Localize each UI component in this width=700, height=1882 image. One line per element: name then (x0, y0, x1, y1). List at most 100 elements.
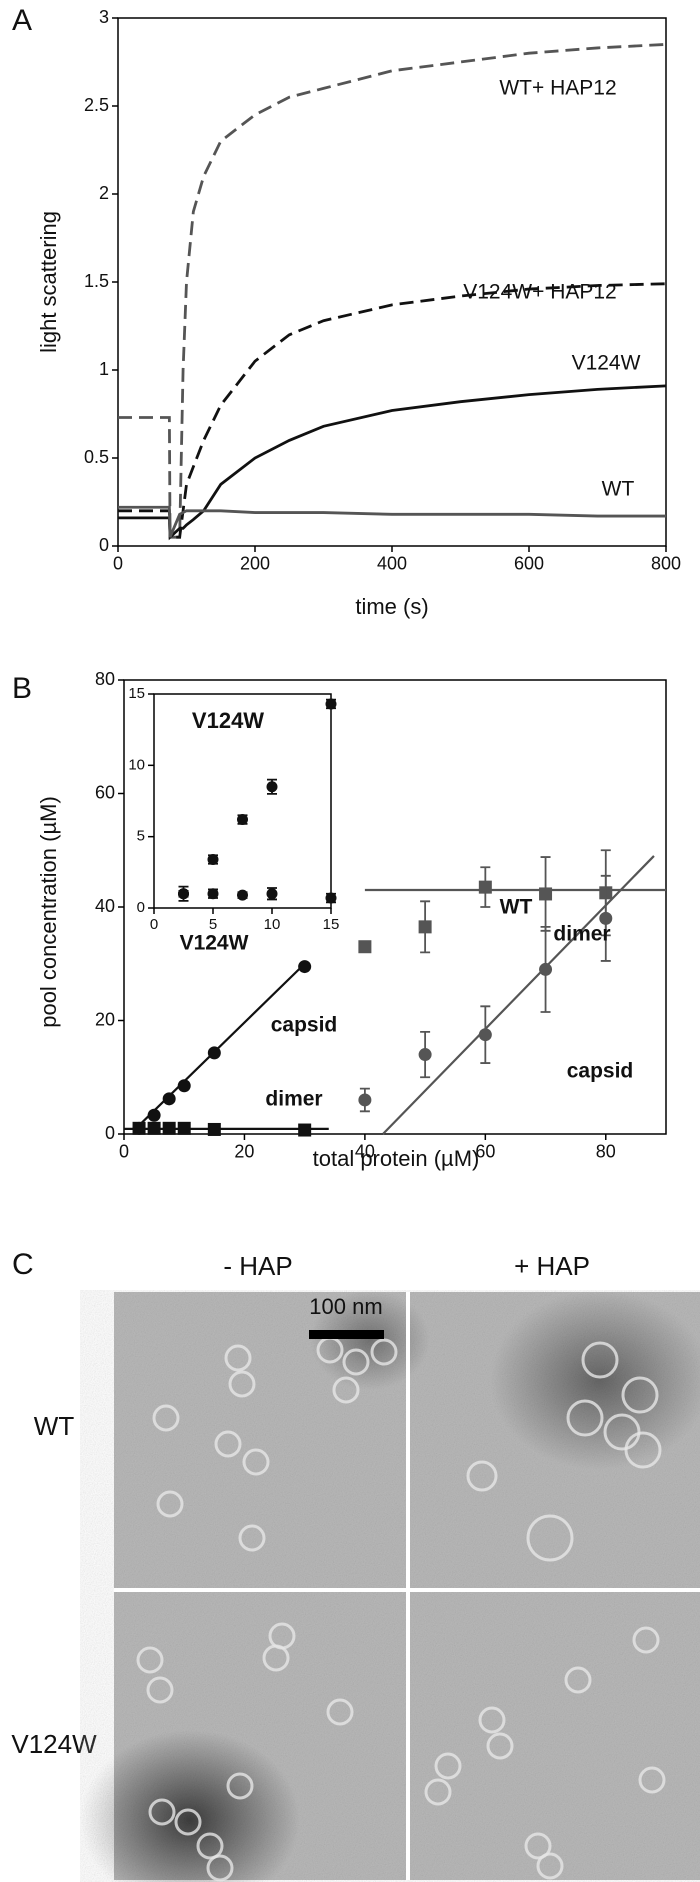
x-tick-label: 20 (234, 1142, 254, 1162)
x-tick-label: 0 (150, 916, 158, 933)
particle (478, 1706, 506, 1734)
x-tick-label: 5 (209, 916, 217, 933)
data-point (539, 887, 553, 901)
data-point (298, 960, 312, 974)
annotation: capsid (567, 1060, 634, 1083)
y-tick-label: 20 (95, 1009, 115, 1029)
x-tick-label: 200 (240, 554, 270, 574)
particle (156, 1490, 184, 1518)
particle (536, 1852, 564, 1880)
x-axis-label: total protein (µM) (313, 1146, 480, 1171)
y-axis-label: pool concentration (µM) (36, 796, 61, 1028)
data-point (147, 1108, 161, 1122)
row-label: WT (34, 1411, 75, 1441)
particle (174, 1808, 202, 1836)
panel-label: C (12, 1248, 34, 1281)
y-tick-label: 2 (99, 183, 109, 203)
x-tick-label: 0 (113, 554, 123, 574)
y-tick-label: 40 (95, 896, 115, 916)
particle (196, 1832, 224, 1860)
scale-bar (309, 1330, 384, 1339)
series-line (118, 282, 667, 539)
inset-title: V124W (192, 708, 264, 733)
data-point (539, 962, 553, 976)
micrograph-tiles (80, 1290, 700, 1882)
x-tick-label: 10 (264, 916, 281, 933)
particle (621, 1376, 659, 1414)
particle (206, 1854, 234, 1882)
panel-label: A (12, 4, 32, 37)
x-tick-label: 0 (119, 1142, 129, 1162)
y-tick-label: 80 (95, 669, 115, 689)
particle (148, 1798, 176, 1826)
data-point (177, 1121, 191, 1135)
micrograph (410, 1592, 700, 1880)
data-point (237, 889, 248, 901)
x-tick-label: 400 (377, 554, 407, 574)
data-point (358, 940, 372, 954)
particle (146, 1676, 174, 1704)
particle (524, 1832, 552, 1860)
row-label: V124W (11, 1729, 97, 1759)
x-axis-label: time (s) (355, 594, 428, 619)
particle (370, 1338, 398, 1366)
x-tick-label: 60 (475, 1142, 495, 1162)
particle (326, 1698, 354, 1726)
data-point (418, 920, 432, 934)
plot-frame (153, 693, 332, 909)
particle (332, 1376, 360, 1404)
particle (434, 1752, 462, 1780)
y-tick-label: 5 (137, 828, 145, 845)
particle (581, 1341, 619, 1379)
series-line (118, 384, 667, 541)
data-point (298, 1123, 312, 1137)
stain (490, 1290, 700, 1470)
data-point (237, 814, 248, 826)
y-tick-label: 60 (95, 782, 115, 802)
column-label: - HAP (223, 1251, 292, 1281)
y-tick-label: 0 (105, 1123, 115, 1143)
stain (310, 1290, 430, 1390)
data-point (266, 888, 278, 900)
particle (226, 1772, 254, 1800)
data-point (478, 1028, 492, 1042)
data-point (147, 1121, 161, 1135)
y-tick-label: 1 (99, 359, 109, 379)
data-point (177, 1079, 191, 1093)
particle (638, 1766, 666, 1794)
y-tick-label: 2.5 (84, 95, 109, 115)
data-point (325, 892, 337, 904)
y-tick-label: 10 (128, 756, 145, 773)
particle (424, 1778, 452, 1806)
y-tick-label: 0 (99, 535, 109, 555)
data-point (599, 911, 613, 925)
particle (224, 1344, 252, 1372)
annotation: WT (500, 896, 533, 919)
data-point (162, 1092, 176, 1106)
scale-bar-label: 100 nm (309, 1294, 382, 1319)
data-point (207, 1122, 221, 1136)
annotation: capsid (271, 1014, 338, 1037)
particle (136, 1646, 164, 1674)
particles (136, 1336, 666, 1882)
data-point (162, 1121, 176, 1135)
series-label: V124W (572, 352, 641, 375)
data-point (418, 1048, 432, 1062)
particle (624, 1431, 662, 1469)
particle (242, 1448, 270, 1476)
particle (564, 1666, 592, 1694)
y-tick-label: 3 (99, 7, 109, 27)
particle (262, 1644, 290, 1672)
micrograph-panel: C - HAP + HAP WT V124W (11, 1248, 700, 1882)
data-point (207, 888, 219, 900)
y-tick-label: 15 (128, 685, 145, 702)
series-line (118, 505, 666, 538)
x-tick-label: 80 (596, 1142, 616, 1162)
x-tick-label: 600 (514, 554, 544, 574)
particle (228, 1370, 256, 1398)
annotation: dimer (553, 923, 610, 946)
particle (526, 1514, 574, 1562)
particle (566, 1399, 604, 1437)
particle (466, 1460, 498, 1492)
